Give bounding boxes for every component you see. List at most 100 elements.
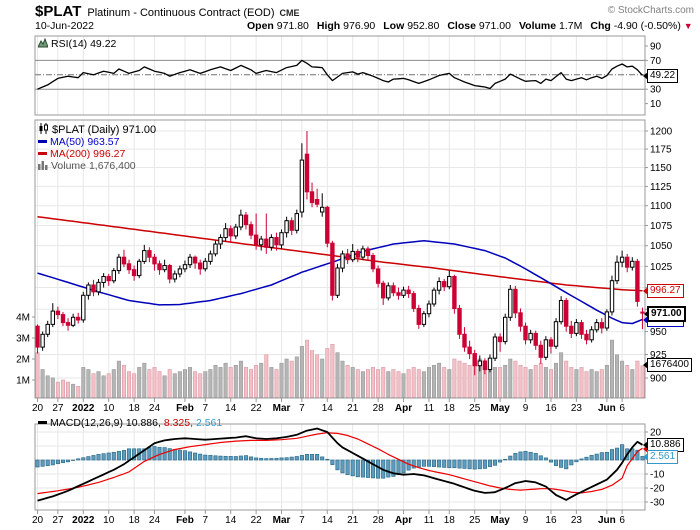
price-legend: $PLAT (Daily) 971.00 [38,123,156,137]
macd-hist-value: 2.561 [193,417,223,429]
svg-text:900: 900 [650,374,667,385]
svg-text:1075: 1075 [650,221,673,232]
svg-text:1050: 1050 [650,241,673,252]
macd-legend-label: MACD(12,26,9) 10.886, [50,417,161,429]
volume-bars [35,339,645,398]
svg-text:1200: 1200 [650,127,673,138]
svg-text:14: 14 [225,403,237,414]
ma200-tag: 996.27 [643,284,684,298]
svg-text:20: 20 [32,515,44,526]
low-label: Low [383,20,405,32]
ma50-legend: MA(50) 963.57 [38,136,119,148]
svg-text:1175: 1175 [650,145,672,156]
last-price-tag: 971.00 [644,306,686,322]
high-label: High [316,20,341,32]
volume-legend-label: Volume 1,676,400 [51,160,136,172]
svg-text:1M: 1M [16,376,30,387]
svg-text:11: 11 [424,403,435,414]
open-label: Open [247,20,274,32]
svg-text:20: 20 [32,403,44,414]
exchange: CME [279,8,300,18]
svg-text:70: 70 [650,56,662,67]
svg-text:-30: -30 [650,498,665,509]
svg-text:6: 6 [619,403,625,414]
svg-text:2022: 2022 [72,515,95,526]
chg-label: Chg [590,20,611,32]
macd-line [37,427,643,502]
svg-text:22: 22 [251,403,263,414]
ma50-legend-label: MA(50) 963.57 [50,136,120,148]
price-legend-label: $PLAT (Daily) 971.00 [52,124,157,136]
svg-text:14: 14 [225,515,237,526]
svg-text:950: 950 [650,327,667,338]
instrument-name: Platinum - Continuous Contract (EOD) [87,7,275,19]
svg-text:9: 9 [523,515,529,526]
grid [35,36,645,510]
svg-text:2M: 2M [16,355,30,366]
quote-line: 10-Jun-2022 Open 971.80 High 976.90 Low 952… [35,20,698,32]
svg-text:25: 25 [469,515,481,526]
macd-signal-line [37,432,643,495]
svg-text:Apr: Apr [395,403,412,414]
ma200-line [37,215,643,292]
svg-text:2022: 2022 [72,403,95,414]
svg-text:Mar: Mar [273,515,291,526]
svg-text:-20: -20 [650,484,665,495]
macd-signal-value: 8.325, [160,417,194,429]
svg-text:18: 18 [444,515,456,526]
panel-borders [34,35,646,511]
svg-text:10: 10 [103,403,115,414]
svg-text:1025: 1025 [650,262,673,273]
volume-value: 1.7M [559,20,583,32]
close-value: 971.00 [478,20,511,32]
svg-text:-10: -10 [650,470,665,481]
svg-text:21: 21 [347,515,359,526]
svg-text:Feb: Feb [176,403,194,414]
volume-bars-icon [38,161,48,173]
macd-hist-tag: 2.561 [642,450,679,464]
svg-text:Jun: Jun [598,515,616,526]
svg-text:7: 7 [203,515,209,526]
stockcharts-credit: © StockCharts.com [607,5,694,16]
svg-text:Mar: Mar [273,403,291,414]
svg-text:Jun: Jun [598,403,616,414]
svg-text:18: 18 [129,403,141,414]
svg-text:14: 14 [322,403,334,414]
high-value: 976.90 [343,20,376,32]
svg-text:28: 28 [373,403,385,414]
svg-text:10: 10 [103,515,115,526]
svg-text:1150: 1150 [650,163,672,174]
svg-text:24: 24 [149,515,161,526]
svg-text:18: 18 [444,403,456,414]
chart-header: $PLAT Platinum - Continuous Contract (EOD… [35,3,299,21]
low-value: 952.80 [407,20,440,32]
price-panel-border [34,119,646,399]
svg-text:23: 23 [571,403,583,414]
svg-text:6: 6 [619,515,625,526]
svg-text:23: 23 [571,515,583,526]
svg-text:7: 7 [299,403,305,414]
svg-text:14: 14 [322,515,334,526]
svg-text:Apr: Apr [395,515,412,526]
area-chart-icon [37,37,49,51]
svg-text:9: 9 [523,403,529,414]
macd-dash-icon [38,421,47,424]
axis-labels: 1200117511501125110010751050102510009759… [16,42,673,527]
volume-label: Volume [518,20,557,32]
svg-text:3M: 3M [16,334,30,345]
svg-text:21: 21 [347,403,359,414]
svg-text:11: 11 [424,515,435,526]
svg-text:4M: 4M [16,313,30,324]
volume-value-tag: 1676400 [643,358,692,372]
rsi-legend: RSI(14) 49.22 [37,37,116,51]
ma200-dash-icon [38,152,47,155]
svg-text:May: May [490,515,510,526]
svg-text:18: 18 [129,515,141,526]
symbol: $PLAT [35,3,82,20]
svg-text:28: 28 [373,515,385,526]
svg-text:May: May [490,403,510,414]
svg-text:Feb: Feb [176,515,194,526]
svg-text:24: 24 [149,403,161,414]
volume-legend: Volume 1,676,400 [38,160,136,173]
